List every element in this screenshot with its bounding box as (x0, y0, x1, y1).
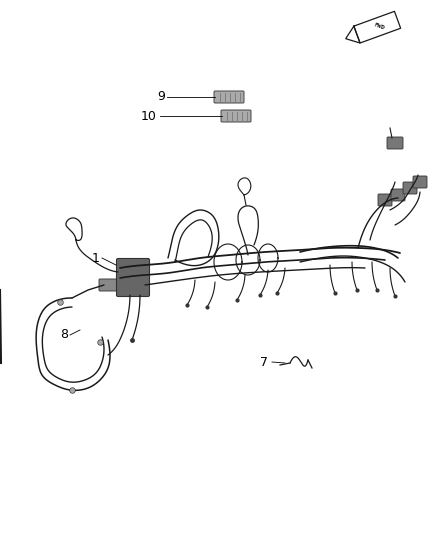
FancyBboxPatch shape (117, 259, 149, 296)
Text: 7: 7 (260, 356, 268, 368)
FancyBboxPatch shape (221, 110, 251, 122)
FancyBboxPatch shape (391, 189, 405, 201)
Text: FWD: FWD (374, 22, 386, 30)
FancyBboxPatch shape (214, 91, 244, 103)
Text: 8: 8 (60, 328, 68, 342)
FancyBboxPatch shape (413, 176, 427, 188)
Text: 10: 10 (141, 109, 157, 123)
FancyBboxPatch shape (403, 182, 417, 194)
FancyBboxPatch shape (378, 194, 392, 206)
FancyBboxPatch shape (99, 279, 117, 291)
Text: 9: 9 (157, 91, 165, 103)
FancyBboxPatch shape (387, 137, 403, 149)
Text: 1: 1 (92, 252, 100, 264)
